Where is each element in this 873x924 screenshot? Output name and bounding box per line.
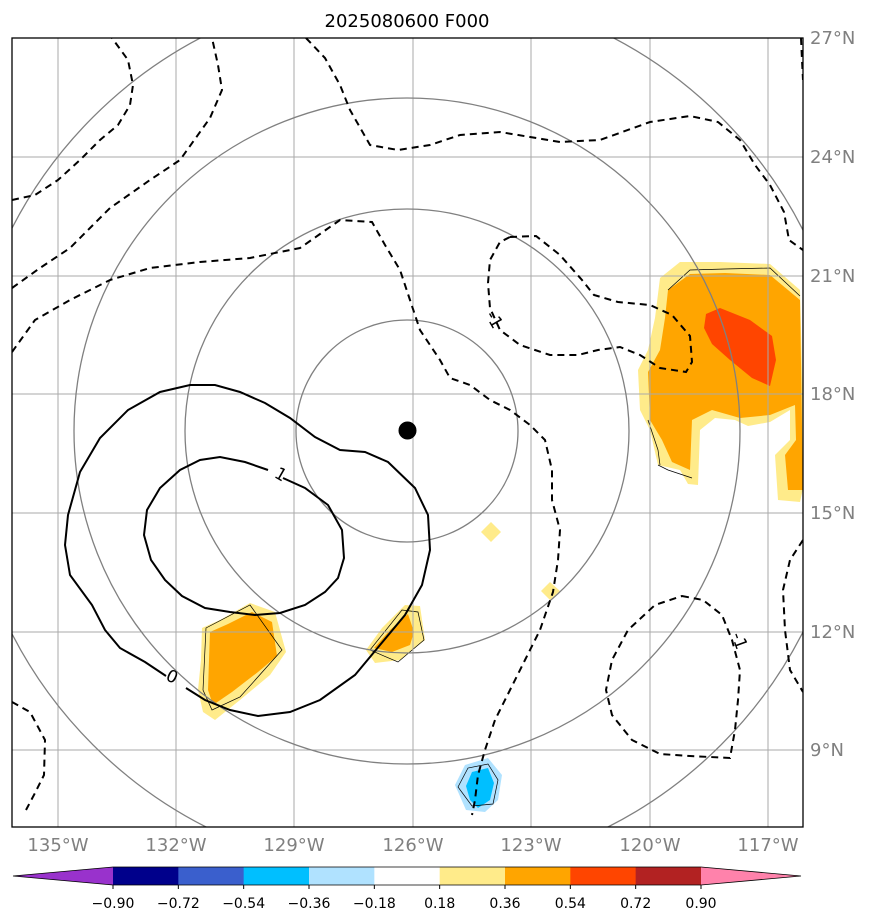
colorbar: −0.90 −0.72 −0.54 −0.36 −0.18 0.18 0.36 0.54 0.7… [12,866,802,912]
contour-label: 1 [271,464,290,487]
colorbar-segment [635,867,702,885]
lon-label: 117°W [737,835,798,856]
lon-label: 120°W [619,835,680,856]
colorbar-segment [505,867,571,885]
contour-0 [63,384,432,718]
fill-blue-deep [466,768,494,808]
lat-label: 27°N [810,28,855,49]
colorbar-tick-label: −0.90 [92,896,135,912]
range-rings [12,38,803,827]
dashed-contour-main [12,218,562,816]
fill-dot-a [481,522,501,542]
anomaly-fill-layer [198,262,803,812]
colorbar-segment [113,867,179,885]
fill-mid-orange [374,614,414,652]
contour-1 [142,455,346,617]
lat-label: 18°N [810,384,855,405]
fill-dot-b [541,582,560,600]
range-ring-1 [295,319,519,543]
longitude-labels: 135°W 132°W 129°W 126°W 123°W 120°W 117°… [27,835,798,856]
plot-frame [11,37,804,828]
dashed-contour-band [305,38,803,251]
fill-east-orange [648,273,803,490]
range-ring-2 [184,208,630,654]
fill-outline-east [647,267,801,479]
solid-contours [63,384,432,718]
lat-label: 9°N [810,740,844,761]
dashed-contour-sw-edge [12,701,47,811]
graticule [12,38,803,827]
colorbar-segment [701,867,801,885]
contour-label: -1 [726,630,751,653]
colorbar-tick-label: −0.36 [288,896,331,912]
dashed-contour-east-edge [781,539,803,693]
range-ring-3 [73,97,741,765]
lat-label: 21°N [810,266,855,287]
dashed-contours [12,38,803,816]
colorbar-segment [374,867,441,885]
dashed-contour-north [12,38,224,289]
fill-outline-blue [457,763,499,807]
range-ring-4 [12,38,803,827]
dashed-contour-loop-mid [486,234,694,374]
dashed-contour-loop-se [604,594,742,760]
contour-label: -1 [481,308,507,333]
fill-east-red [704,308,776,386]
fill-outline-mid [369,609,425,663]
colorbar-tick-label: 0.54 [555,896,586,912]
lon-label: 129°W [263,835,324,856]
colorbar-segment [243,867,310,885]
dashed-contour-nw-arc [12,38,135,201]
lon-label: 132°W [145,835,206,856]
fill-sw-orange [208,612,277,705]
colorbar-segment [570,867,637,885]
colorbar-segment [439,867,506,885]
colorbar-tick-label: −0.18 [353,896,396,912]
lat-label: 12°N [810,622,855,643]
colorbar-tick-label: −0.54 [222,896,265,912]
contour-label: 0 [163,666,181,689]
map-title: 2025080600 F000 [325,11,490,32]
colorbar-segment [13,867,113,885]
colorbar-tick-label: 0.90 [685,896,716,912]
colorbar-tick-label: −0.72 [157,896,200,912]
lon-label: 126°W [382,835,443,856]
colorbar-segment [309,867,375,885]
colorbar-tick-label: 0.72 [620,896,651,912]
colorbar-tick-label: 0.18 [424,896,455,912]
lat-label: 24°N [810,147,855,168]
lon-label: 135°W [27,835,88,856]
lat-label: 15°N [810,503,855,524]
storm-center-marker [398,421,417,440]
colorbar-tick-label: 0.36 [489,896,520,912]
colorbar-segment [178,867,245,885]
lon-label: 123°W [500,835,561,856]
latitude-labels: 27°N 24°N 21°N 18°N 15°N 12°N 9°N [810,28,855,761]
fill-outline-sw [202,604,283,711]
